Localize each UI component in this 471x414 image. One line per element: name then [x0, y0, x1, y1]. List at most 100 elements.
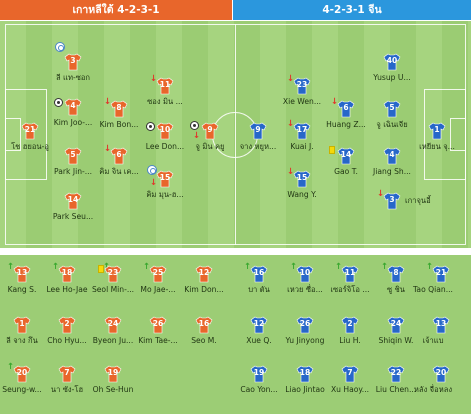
- shirt-number: 13: [435, 319, 447, 328]
- player-name: ซอง มิน ...: [147, 97, 183, 106]
- player-name: คิม มุน-ฮ...: [146, 190, 184, 199]
- home-shirt-icon: [104, 316, 122, 334]
- player-name: คิม จิน เค...: [99, 167, 139, 176]
- yellow-card-icon: [329, 146, 335, 154]
- player-name: จาง หยูห...: [239, 142, 277, 151]
- player-name: Kim Bon...: [99, 120, 139, 129]
- player-name: Tao Qian...: [413, 285, 453, 294]
- shirt-number: 8: [393, 268, 399, 277]
- player-name: บา ตัน: [248, 285, 270, 294]
- away-shirt-icon: [293, 77, 311, 95]
- away-shirt-icon: [432, 365, 450, 383]
- away-shirt-icon: [341, 316, 359, 334]
- sub-out-arrow-icon: ↓: [150, 178, 158, 188]
- home-shirt-icon: [13, 365, 31, 383]
- home-shirt-icon: [110, 100, 128, 118]
- home-goal-box: [5, 118, 21, 151]
- shirt-number: 17: [296, 125, 308, 134]
- player-name: โช ฮยอน-อู: [11, 142, 49, 151]
- player-name: Shiqin W.: [378, 336, 414, 345]
- player-name: Huang Z...: [326, 120, 366, 129]
- player-name: จู เฉินเจีย: [376, 120, 408, 129]
- home-shirt-icon: [195, 265, 213, 283]
- player-name: Gao T.: [334, 167, 358, 176]
- shirt-number: 23: [296, 80, 308, 89]
- player-name: Liao Jintao: [285, 385, 325, 394]
- shirt-number: 4: [389, 150, 395, 159]
- player-name: ลี จาง กึน: [6, 336, 38, 345]
- home-shirt-icon: [149, 265, 167, 283]
- player-name: เหวย ซื่อ...: [287, 285, 323, 294]
- player-name: Kuai J.: [290, 142, 314, 151]
- player-name: Oh Se-Hun: [92, 385, 134, 394]
- home-shirt-icon: [58, 316, 76, 334]
- shirt-number: 5: [70, 150, 76, 159]
- shirt-number: 3: [389, 195, 395, 204]
- captain-icon: [55, 42, 65, 52]
- player-name: ลี แท-ซอก: [55, 73, 91, 82]
- home-shirt-icon: [156, 170, 174, 188]
- away-goal-box: [450, 118, 466, 151]
- sub-in-arrow-icon: ↑: [335, 262, 343, 272]
- shirt-number: 40: [386, 56, 398, 65]
- shirt-number: 12: [198, 268, 210, 277]
- home-shirt-icon: [58, 265, 76, 283]
- away-formation-header: 4-2-3-1 จีน: [233, 0, 471, 20]
- home-shirt-icon: [64, 53, 82, 71]
- player-name: Xie Wen...: [282, 97, 322, 106]
- shirt-number: 16: [198, 319, 210, 328]
- home-shirt-icon: [58, 365, 76, 383]
- home-shirt-icon: [104, 265, 122, 283]
- player-name: Seung-w...: [2, 385, 42, 394]
- home-shirt-icon: [64, 147, 82, 165]
- away-shirt-icon: [383, 53, 401, 71]
- away-shirt-icon: [432, 316, 450, 334]
- player-name: Byeon Ju...: [92, 336, 134, 345]
- player-name: เซอร์จิโอ ...: [330, 285, 370, 294]
- shirt-number: 20: [16, 368, 28, 377]
- home-shirt-icon: [195, 316, 213, 334]
- shirt-number: 24: [390, 319, 402, 328]
- shirt-number: 9: [255, 125, 261, 134]
- player-name: หลัง จื่อหลง: [413, 385, 453, 394]
- player-name: Mo Jae-...: [140, 285, 176, 294]
- away-shirt-icon: [383, 100, 401, 118]
- player-name: Seo M.: [191, 336, 217, 345]
- sub-in-arrow-icon: ↑: [244, 262, 252, 272]
- shirt-number: 19: [107, 368, 119, 377]
- home-shirt-icon: [64, 98, 82, 116]
- player-name: Xu Haoy...: [330, 385, 370, 394]
- home-shirt-icon: [64, 192, 82, 210]
- away-shirt-icon: [296, 316, 314, 334]
- away-shirt-icon: [428, 122, 446, 140]
- goal-ball-icon: [146, 122, 155, 131]
- yellow-card-icon: [98, 265, 104, 273]
- sub-in-arrow-icon: ↑: [426, 262, 434, 272]
- shirt-number: 14: [67, 195, 79, 204]
- player-name: Kang S.: [7, 285, 37, 294]
- shirt-number: 2: [64, 319, 70, 328]
- player-name: จู มิน คยู: [195, 142, 225, 151]
- shirt-number: 2: [347, 319, 353, 328]
- player-name: Kim Don...: [184, 285, 224, 294]
- shirt-number: 16: [253, 268, 265, 277]
- player-name: Park Jin-...: [54, 167, 92, 176]
- away-shirt-icon: [383, 192, 401, 210]
- sub-in-arrow-icon: ↑: [290, 262, 298, 272]
- shirt-number: 24: [107, 319, 119, 328]
- home-shirt-icon: [156, 77, 174, 95]
- player-name: Yusup U...: [373, 73, 411, 82]
- shirt-number: 6: [343, 103, 349, 112]
- away-shirt-icon: [341, 265, 359, 283]
- away-shirt-icon: [250, 265, 268, 283]
- shirt-number: 22: [390, 368, 402, 377]
- shirt-number: 15: [159, 173, 171, 182]
- shirt-number: 18: [61, 268, 73, 277]
- sub-in-arrow-icon: ↑: [103, 262, 111, 272]
- home-shirt-icon: [201, 122, 219, 140]
- shirt-number: 25: [152, 268, 164, 277]
- player-name: เกาจุนอี้: [405, 196, 431, 205]
- home-shirt-icon: [13, 265, 31, 283]
- player-name: Lee Don...: [145, 142, 185, 151]
- away-shirt-icon: [341, 365, 359, 383]
